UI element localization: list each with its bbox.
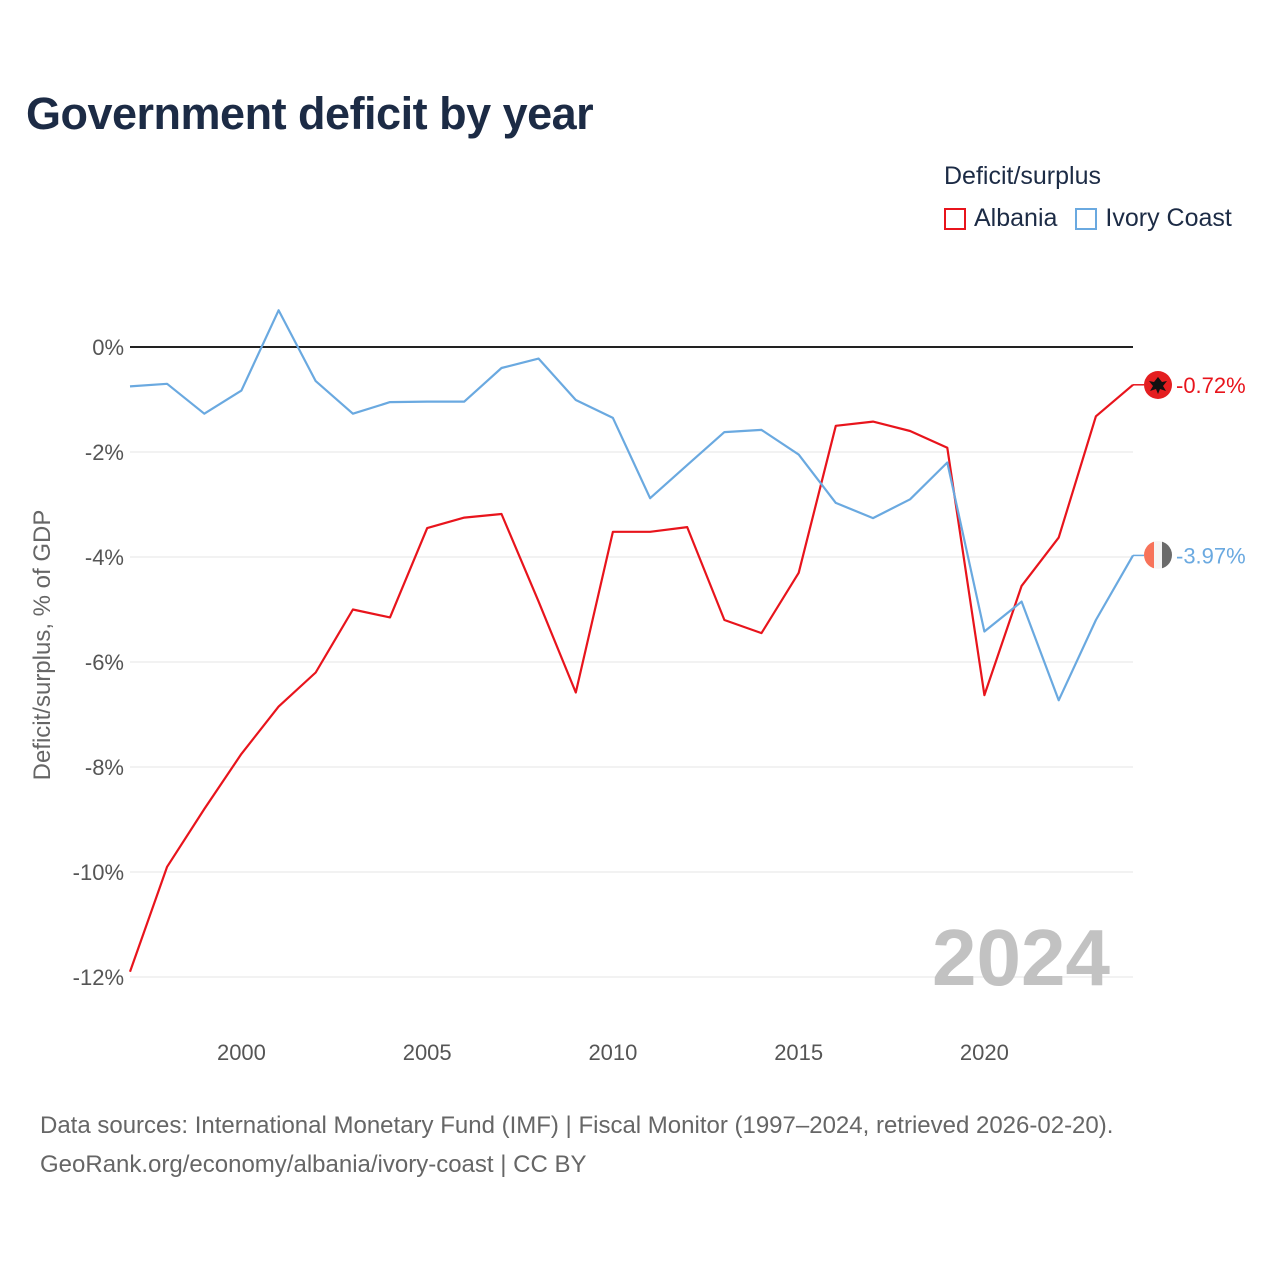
series-line-albania [128, 383, 1134, 973]
x-tick-label: 2020 [960, 1040, 1009, 1065]
y-tick-label: -6% [85, 650, 124, 675]
highlighted-year: 2024 [932, 913, 1110, 1002]
y-tick-label: -2% [85, 440, 124, 465]
x-tick-label: 2015 [774, 1040, 823, 1065]
ivory-coast-flag-icon [1144, 541, 1172, 569]
legend-item-ivory-coast[interactable]: Ivory Coast [1075, 204, 1232, 233]
data-sources: Data sources: International Monetary Fun… [40, 1112, 1114, 1139]
end-value-label: -3.97% [1176, 543, 1246, 568]
y-axis-title: Deficit/surplus, % of GDP [29, 510, 56, 781]
x-tick-label: 2005 [403, 1040, 452, 1065]
chart-title: Government deficit by year [26, 88, 594, 139]
y-tick-label: -8% [85, 755, 124, 780]
y-tick-label: -10% [73, 860, 124, 885]
legend-title: Deficit/surplus [944, 162, 1101, 190]
axis-layer: 0% -2% -4% -6% -8% -10% -12% 2000 2005 2010 2015 20… [73, 335, 1009, 1065]
attribution: GeoRank.org/economy/albania/ivory-coast … [40, 1151, 587, 1178]
series-layer: -0.72% -3.97% [128, 309, 1246, 973]
footer: Data sources: International Monetary Fun… [40, 1106, 1113, 1184]
series-line-ivory-coast [129, 309, 1134, 702]
legend-item-albania[interactable]: Albania [944, 204, 1057, 233]
legend: Albania Ivory Coast [944, 204, 1232, 233]
flags-layer [1144, 371, 1172, 569]
y-tick-label: -12% [73, 965, 124, 990]
legend-label-ivory-coast: Ivory Coast [1105, 204, 1232, 232]
grid-layer [130, 346, 1133, 978]
y-tick-label: -4% [85, 545, 124, 570]
x-tick-label: 2000 [217, 1040, 266, 1065]
x-tick-label: 2010 [588, 1040, 637, 1065]
y-tick-label: 0% [92, 335, 124, 360]
albania-flag-icon [1144, 371, 1172, 399]
legend-swatch-albania [944, 207, 966, 230]
legend-swatch-ivory-coast [1075, 207, 1098, 230]
end-value-label: -0.72% [1176, 373, 1246, 398]
legend-label-albania: Albania [974, 204, 1058, 232]
